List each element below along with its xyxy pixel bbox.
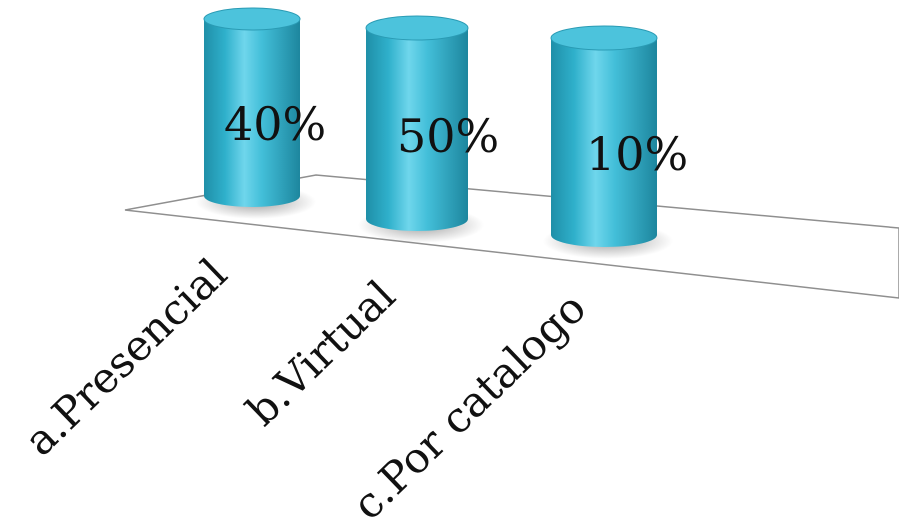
data-label-1: 40%	[224, 97, 326, 151]
category-label-1: a.Presencial	[15, 249, 236, 465]
bar-body	[551, 38, 657, 247]
bars-layer	[196, 7, 673, 259]
bar-top	[365, 15, 469, 41]
bar-top	[550, 25, 658, 51]
bar-top	[203, 7, 301, 31]
bar-1	[196, 7, 316, 219]
bar-body	[366, 28, 468, 231]
data-label-3: 10%	[586, 127, 688, 181]
bar-3	[543, 25, 673, 259]
data-labels-layer: 40% 50% 10%	[224, 97, 688, 181]
data-label-2: 50%	[397, 109, 499, 163]
category-label-2: b.Virtual	[237, 271, 405, 435]
bar-2	[358, 15, 484, 243]
bar-body	[204, 19, 300, 207]
